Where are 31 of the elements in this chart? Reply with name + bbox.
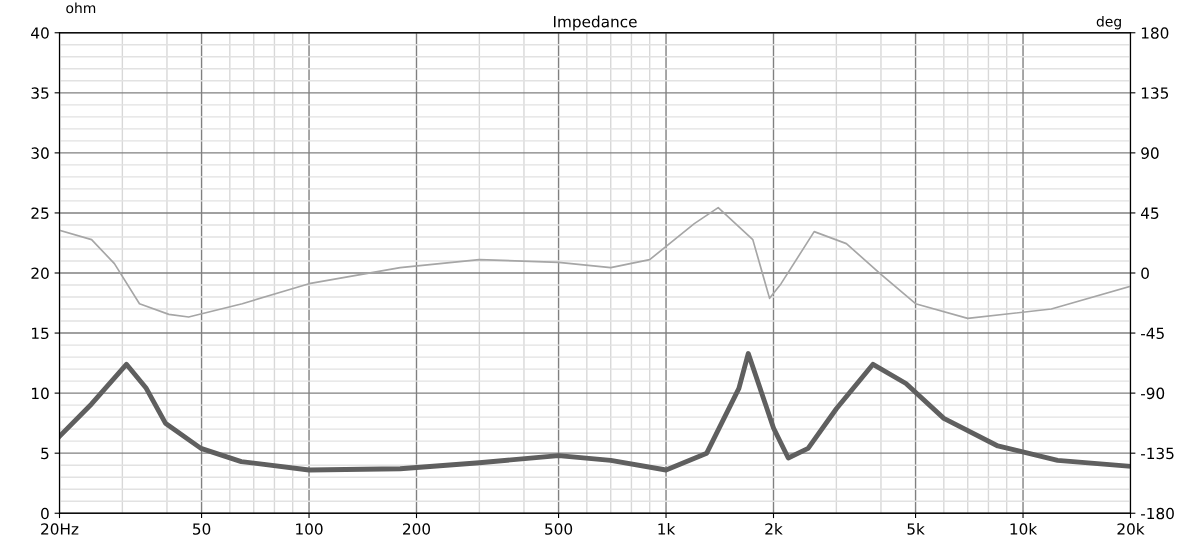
y-tick-label: 35 — [31, 87, 49, 99]
y-tick-label: 30 — [31, 147, 49, 159]
y-tick-label: 40 — [31, 27, 49, 39]
y-tick-label: 20 — [31, 267, 49, 280]
y2-tick-label: -180 — [1140, 507, 1174, 520]
y2-tick-label: -90 — [1140, 387, 1165, 400]
y2-axis-title: deg — [1096, 15, 1121, 30]
y2-tick-label: -135 — [1140, 447, 1174, 460]
x-tick-label: 500 — [545, 523, 573, 535]
y2-tick-label: -45 — [1140, 327, 1164, 340]
x-tick-label: 10k — [1010, 522, 1038, 535]
x-tick-label: 5k — [907, 522, 925, 535]
y2-tick-label: 0 — [1141, 267, 1149, 280]
x-tick-label: 20Hz — [41, 523, 79, 535]
x-tick-label: 2k — [765, 522, 783, 535]
y2-tick-label: 45 — [1140, 207, 1159, 219]
x-tick-label: 100 — [296, 523, 323, 535]
y2-tick-label: 135 — [1141, 87, 1169, 99]
x-tick-label: 20k — [1117, 522, 1145, 535]
y-tick-label: 5 — [41, 447, 49, 460]
y-tick-label: 0 — [41, 507, 49, 520]
y-axis-title: ohm — [66, 2, 96, 14]
y2-tick-label: 180 — [1141, 27, 1169, 39]
y-tick-label: 15 — [32, 327, 49, 340]
y-tick-label: 10 — [32, 387, 49, 400]
x-tick-label: 50 — [193, 523, 211, 535]
y2-tick-label: 90 — [1141, 147, 1159, 159]
x-tick-label: 200 — [403, 523, 431, 535]
y-tick-label: 25 — [31, 207, 49, 219]
x-tick-label: 1k — [658, 522, 676, 535]
chart-title: Impedance — [553, 15, 637, 31]
